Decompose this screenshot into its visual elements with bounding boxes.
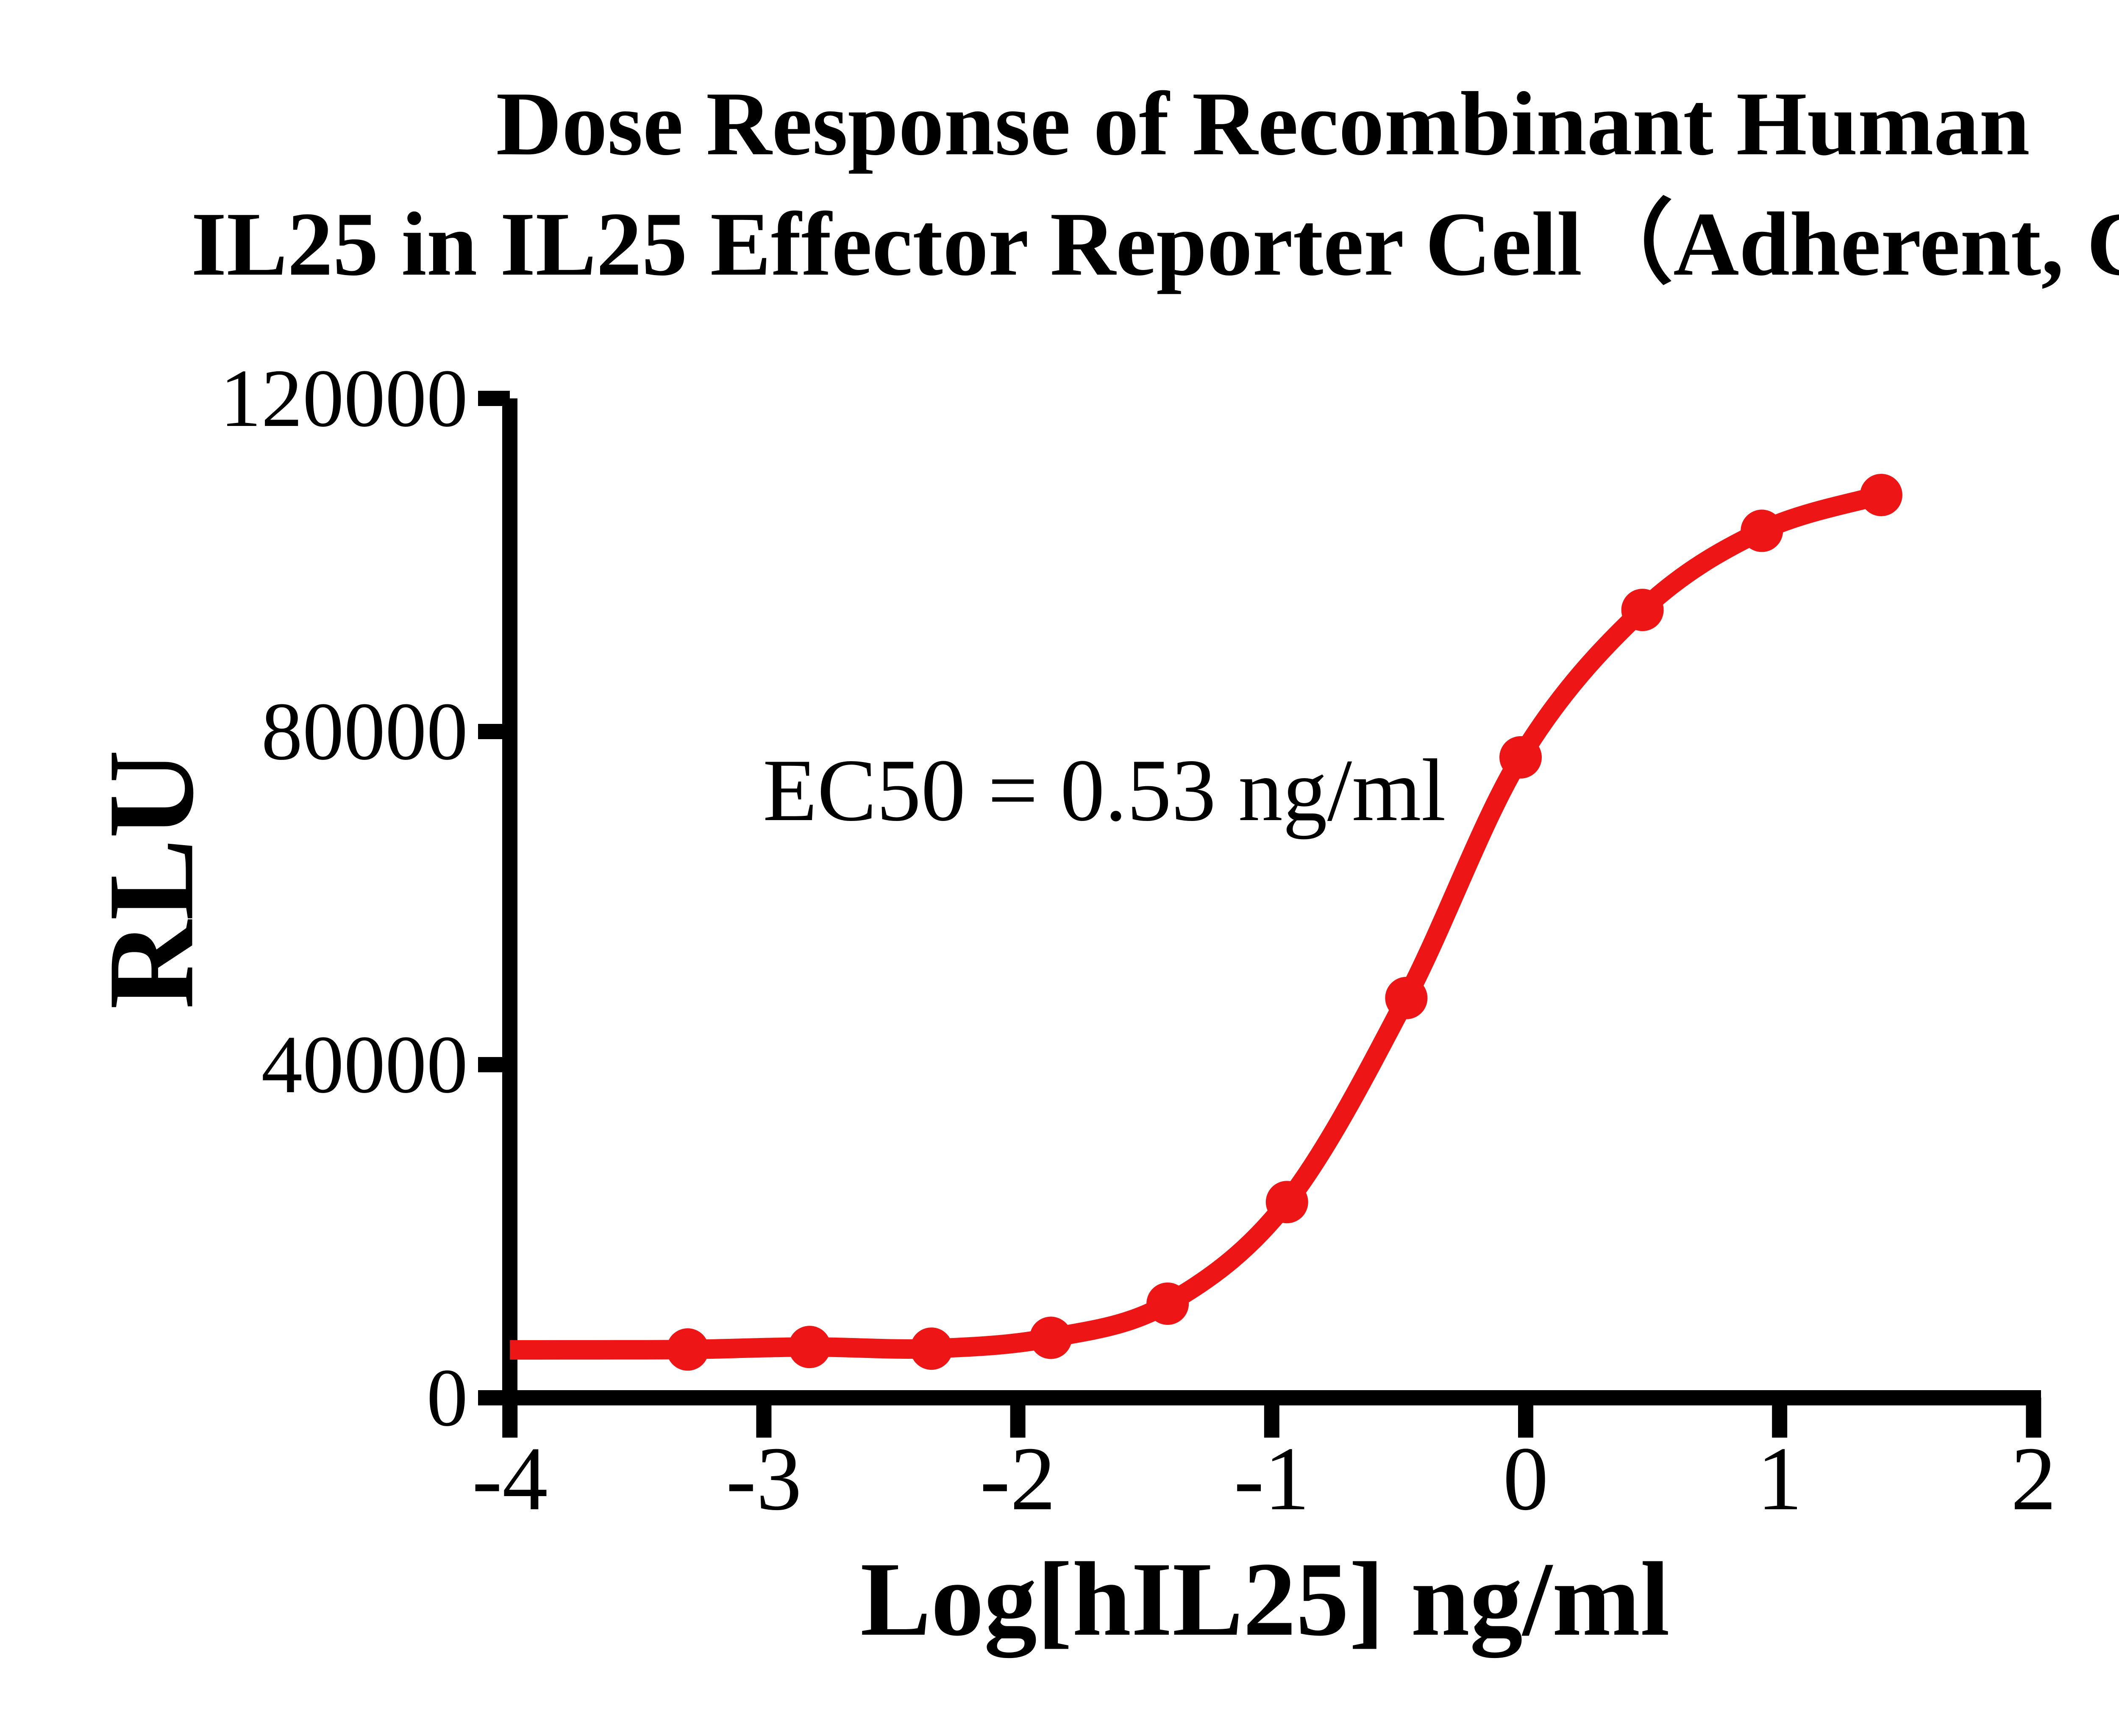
x-tick-label: -3 (726, 1428, 802, 1529)
y-tick-label: 40000 (261, 1019, 468, 1110)
chart-title-line1: Dose Response of Recombinant Human (496, 73, 2030, 174)
chart-title-line2: IL25 in IL25 Effector Reporter Cell（Adhe… (191, 193, 2119, 295)
data-point-marker (1265, 1181, 1308, 1224)
x-tick-label: -1 (1234, 1428, 1310, 1529)
data-point-marker (1385, 976, 1428, 1019)
data-point-marker (1146, 1282, 1189, 1325)
dose-response-curve (510, 485, 1884, 1360)
x-axis-title: Log[hIL25] ng/ml (860, 1541, 1670, 1658)
x-tick-label: -4 (472, 1428, 548, 1529)
y-tick-label: 80000 (261, 686, 468, 777)
data-point-marker (666, 1328, 709, 1371)
data-point-marker (1741, 509, 1783, 552)
y-tick-label: 120000 (220, 353, 468, 444)
data-point-marker (1499, 736, 1542, 779)
x-tick-label: 0 (1503, 1428, 1549, 1529)
data-point-marker (910, 1327, 953, 1370)
ec50-annotation: EC50 = 0.53 ng/ml (763, 741, 1446, 840)
data-point-marker (1860, 473, 1902, 516)
data-point-marker (1029, 1316, 1072, 1359)
x-tick-label: -2 (980, 1428, 1056, 1529)
x-tick-label: 1 (1757, 1428, 1802, 1529)
x-tick-label: 2 (2011, 1428, 2057, 1529)
y-tick-label: 0 (426, 1352, 468, 1444)
data-point-marker (1621, 589, 1664, 632)
chart-title: Dose Response of Recombinant Human IL25 … (85, 64, 2119, 304)
data-point-marker (788, 1326, 831, 1369)
